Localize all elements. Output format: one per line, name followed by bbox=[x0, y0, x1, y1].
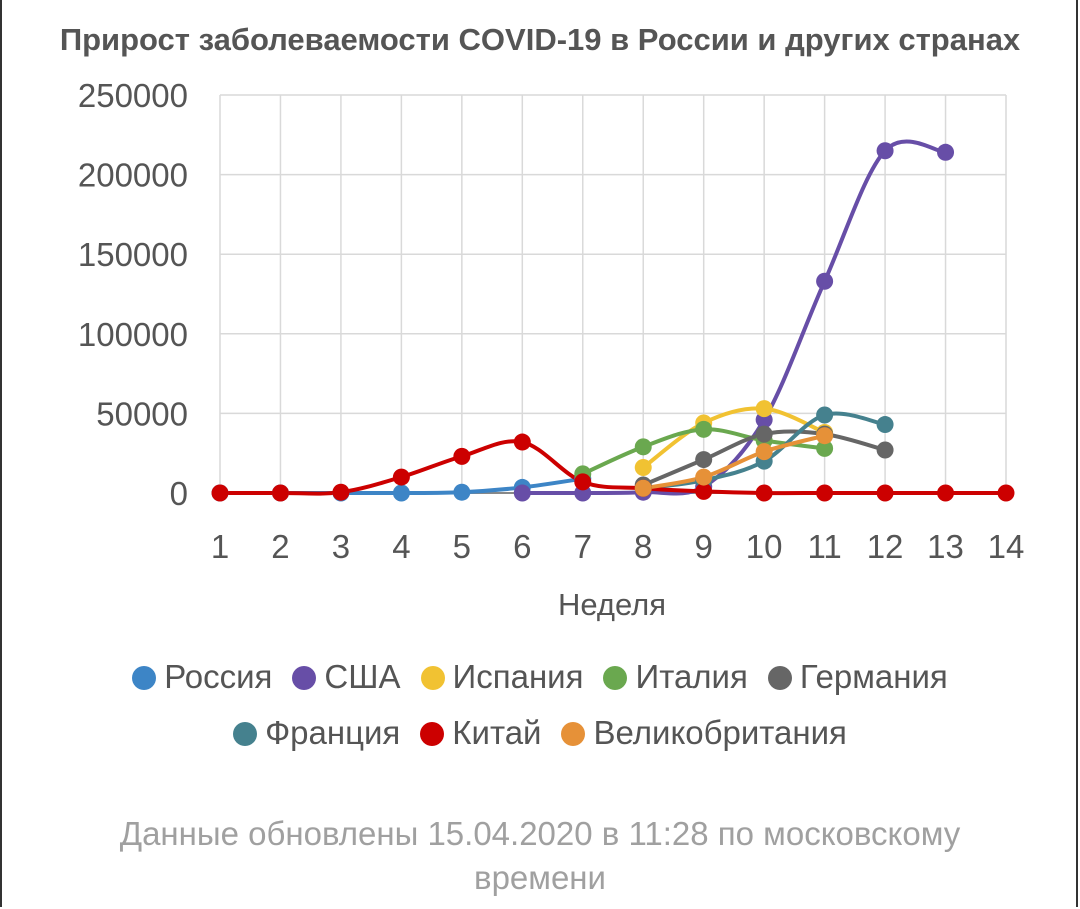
chart-title: Прирост заболеваемости COVID-19 в России… bbox=[59, 22, 1021, 57]
legend-item[interactable]: Китай bbox=[420, 714, 541, 752]
x-tick-label: 6 bbox=[513, 528, 531, 565]
x-tick-label: 2 bbox=[271, 528, 289, 565]
legend-marker bbox=[292, 666, 317, 690]
data-point bbox=[816, 272, 834, 290]
data-point bbox=[695, 468, 713, 486]
data-point bbox=[755, 400, 773, 418]
data-point bbox=[271, 484, 289, 502]
x-tick-label: 8 bbox=[634, 528, 652, 565]
update-note-line-1: Данные обновлены 15.04.2020 в 11:28 по м… bbox=[119, 815, 961, 852]
x-tick-label: 9 bbox=[695, 528, 713, 565]
x-tick-label: 12 bbox=[867, 528, 904, 565]
data-point bbox=[695, 451, 713, 469]
legend-label: Китай bbox=[452, 714, 542, 751]
data-point bbox=[937, 143, 955, 161]
y-tick-label: 50000 bbox=[96, 395, 188, 432]
data-point bbox=[634, 479, 652, 497]
data-point bbox=[755, 425, 773, 443]
data-point bbox=[695, 420, 713, 438]
y-tick-label: 200000 bbox=[78, 157, 188, 194]
data-point bbox=[937, 484, 955, 502]
data-point bbox=[816, 484, 834, 502]
legend-label: Франция bbox=[265, 714, 401, 751]
series-line bbox=[641, 406, 827, 470]
data-point bbox=[755, 484, 773, 502]
data-point bbox=[574, 473, 592, 491]
data-point bbox=[816, 427, 834, 445]
data-point bbox=[876, 441, 894, 459]
legend-row-1: Россия США Испания Италия Германия bbox=[0, 658, 1080, 696]
data-point bbox=[695, 482, 713, 500]
data-point bbox=[332, 483, 350, 501]
legend-item[interactable]: Великобритания bbox=[561, 714, 847, 752]
legend-marker bbox=[603, 666, 628, 690]
data-point bbox=[755, 443, 773, 461]
legend-marker bbox=[420, 722, 445, 746]
legend-item[interactable]: Германия bbox=[767, 658, 948, 696]
series-line bbox=[520, 139, 948, 496]
data-point bbox=[453, 447, 471, 465]
series-line bbox=[218, 439, 1008, 496]
legend-label: Великобритания bbox=[593, 714, 847, 751]
legend-marker bbox=[767, 666, 792, 690]
legend-item[interactable]: Италия bbox=[603, 658, 748, 696]
data-point bbox=[211, 484, 229, 502]
legend-label: Германия bbox=[799, 658, 948, 695]
update-note: Данные обновлены 15.04.2020 в 11:28 по м… bbox=[40, 812, 1040, 900]
data-point bbox=[634, 438, 652, 456]
legend-label: Италия bbox=[635, 658, 748, 695]
x-axis-ticks: 1 2 3 4 5 6 7 8 9 10 11 12 13 14 bbox=[211, 528, 1025, 565]
x-tick-label: 3 bbox=[332, 528, 350, 565]
series-lines bbox=[218, 139, 1008, 496]
legend-row-2: Франция Китай Великобритания bbox=[0, 714, 1080, 752]
series-line bbox=[641, 433, 827, 491]
legend-item[interactable]: США bbox=[292, 658, 401, 696]
legend-label: США bbox=[324, 658, 401, 695]
data-point bbox=[816, 406, 834, 424]
data-point bbox=[392, 484, 410, 502]
legend-marker bbox=[233, 722, 258, 746]
y-axis-ticks: 0 50000 100000 150000 200000 250000 bbox=[78, 77, 188, 512]
data-point bbox=[876, 142, 894, 160]
data-point bbox=[816, 439, 834, 457]
x-tick-label: 5 bbox=[453, 528, 471, 565]
update-note-line-2: времени bbox=[474, 859, 606, 896]
data-point bbox=[997, 484, 1015, 502]
x-axis-label: Неделя bbox=[558, 587, 666, 622]
x-tick-label: 4 bbox=[392, 528, 410, 565]
y-tick-label: 0 bbox=[170, 475, 188, 512]
data-point bbox=[453, 483, 471, 501]
legend-item[interactable]: Испания bbox=[420, 658, 584, 696]
legend-marker bbox=[132, 666, 157, 690]
legend-marker bbox=[420, 666, 445, 690]
x-tick-label: 10 bbox=[746, 528, 783, 565]
data-point bbox=[876, 484, 894, 502]
y-tick-label: 250000 bbox=[78, 77, 188, 114]
x-tick-label: 1 bbox=[211, 528, 229, 565]
data-point bbox=[513, 433, 531, 451]
data-point bbox=[876, 416, 894, 434]
y-tick-label: 150000 bbox=[78, 236, 188, 273]
legend-label: Россия bbox=[164, 658, 273, 695]
x-tick-label: 11 bbox=[807, 528, 841, 565]
x-tick-label: 13 bbox=[927, 528, 964, 565]
series-points bbox=[211, 142, 1015, 502]
legend-item[interactable]: Россия bbox=[132, 658, 272, 696]
legend-marker bbox=[561, 722, 586, 746]
legend-label: Испания bbox=[452, 658, 584, 695]
data-point bbox=[634, 459, 652, 477]
data-point bbox=[513, 484, 531, 502]
data-point bbox=[392, 468, 410, 486]
x-tick-label: 14 bbox=[988, 528, 1025, 565]
legend-item[interactable]: Франция bbox=[233, 714, 400, 752]
x-tick-label: 7 bbox=[574, 528, 592, 565]
y-tick-label: 100000 bbox=[78, 316, 188, 353]
